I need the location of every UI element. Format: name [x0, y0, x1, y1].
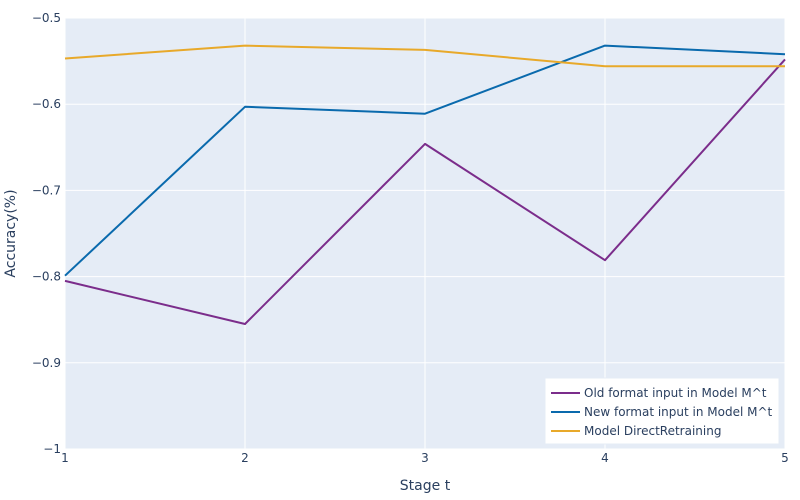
- y-axis-ticks: −1 −0.9 −0.8 −0.7 −0.6 −0.5: [32, 11, 61, 456]
- series-line-3: [64, 44, 785, 68]
- x-tick-label: 4: [601, 451, 609, 465]
- series-line-2: [64, 44, 786, 277]
- x-tick-label: 5: [781, 451, 789, 465]
- x-tick-label: 1: [61, 451, 69, 465]
- x-axis-title: Stage t: [400, 478, 451, 494]
- y-tick-label: −1: [43, 442, 61, 456]
- x-tick-label: 2: [241, 451, 249, 465]
- y-tick-label: −0.9: [32, 356, 61, 370]
- series-line-1: [64, 58, 786, 325]
- legend-box: [544, 377, 780, 445]
- series-lines: [64, 44, 786, 325]
- y-axis-title: Accuracy(%): [3, 189, 19, 277]
- legend: Old format input in Model M^t New format …: [544, 377, 780, 445]
- legend-label-1: Old format input in Model M^t: [584, 386, 767, 400]
- y-tick-label: −0.8: [32, 270, 61, 284]
- x-tick-label: 3: [421, 451, 429, 465]
- y-tick-label: −0.5: [32, 11, 61, 25]
- legend-items: Old format input in Model M^t New format …: [551, 386, 773, 438]
- x-axis-ticks: 1 2 3 4 5: [61, 451, 789, 465]
- y-tick-label: −0.6: [32, 97, 61, 111]
- grid-lines: [64, 17, 786, 450]
- legend-label-3: Model DirectRetraining: [584, 424, 721, 438]
- legend-label-2: New format input in Model M^t: [584, 405, 773, 419]
- y-tick-label: −0.7: [32, 183, 61, 197]
